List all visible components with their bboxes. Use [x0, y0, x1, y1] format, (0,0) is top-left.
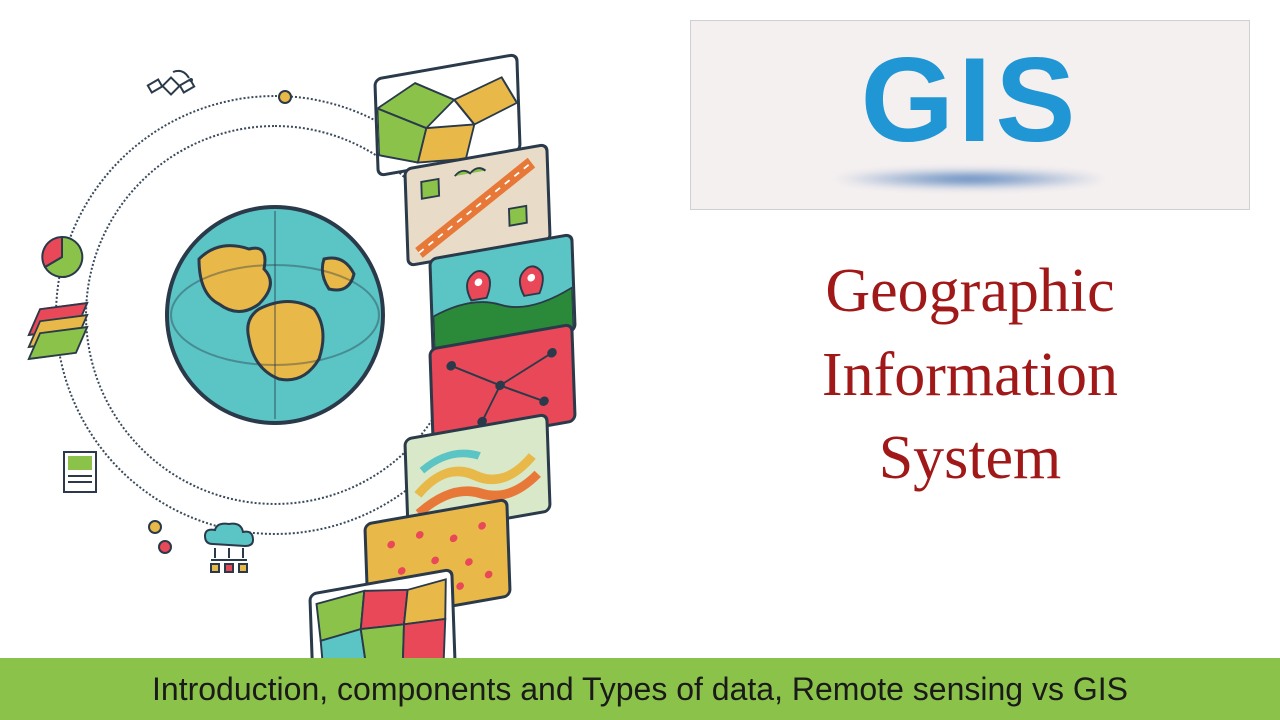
footer-text: Introduction, components and Types of da… [152, 671, 1128, 708]
footer-bar: Introduction, components and Types of da… [0, 658, 1280, 720]
orbit-dot [158, 540, 172, 554]
subtitle-line: Information [690, 334, 1250, 418]
satellite-icon [145, 60, 187, 102]
title-panel: GIS Geographic Information System [690, 20, 1250, 501]
acronym-text: GIS [731, 31, 1209, 169]
globe-icon [165, 205, 385, 425]
subtitle-line: System [690, 417, 1250, 501]
subtitle-line: Geographic [690, 250, 1250, 334]
acronym-box: GIS [690, 20, 1250, 210]
orbit-dot [148, 520, 162, 534]
subtitle-block: Geographic Information System [690, 250, 1250, 501]
gis-infographic [20, 20, 660, 620]
acronym-shadow [830, 169, 1110, 189]
cloud-data-icon [195, 520, 265, 580]
orbit-dot [278, 90, 292, 104]
pie-chart-icon [40, 235, 82, 277]
document-icon [62, 450, 104, 492]
